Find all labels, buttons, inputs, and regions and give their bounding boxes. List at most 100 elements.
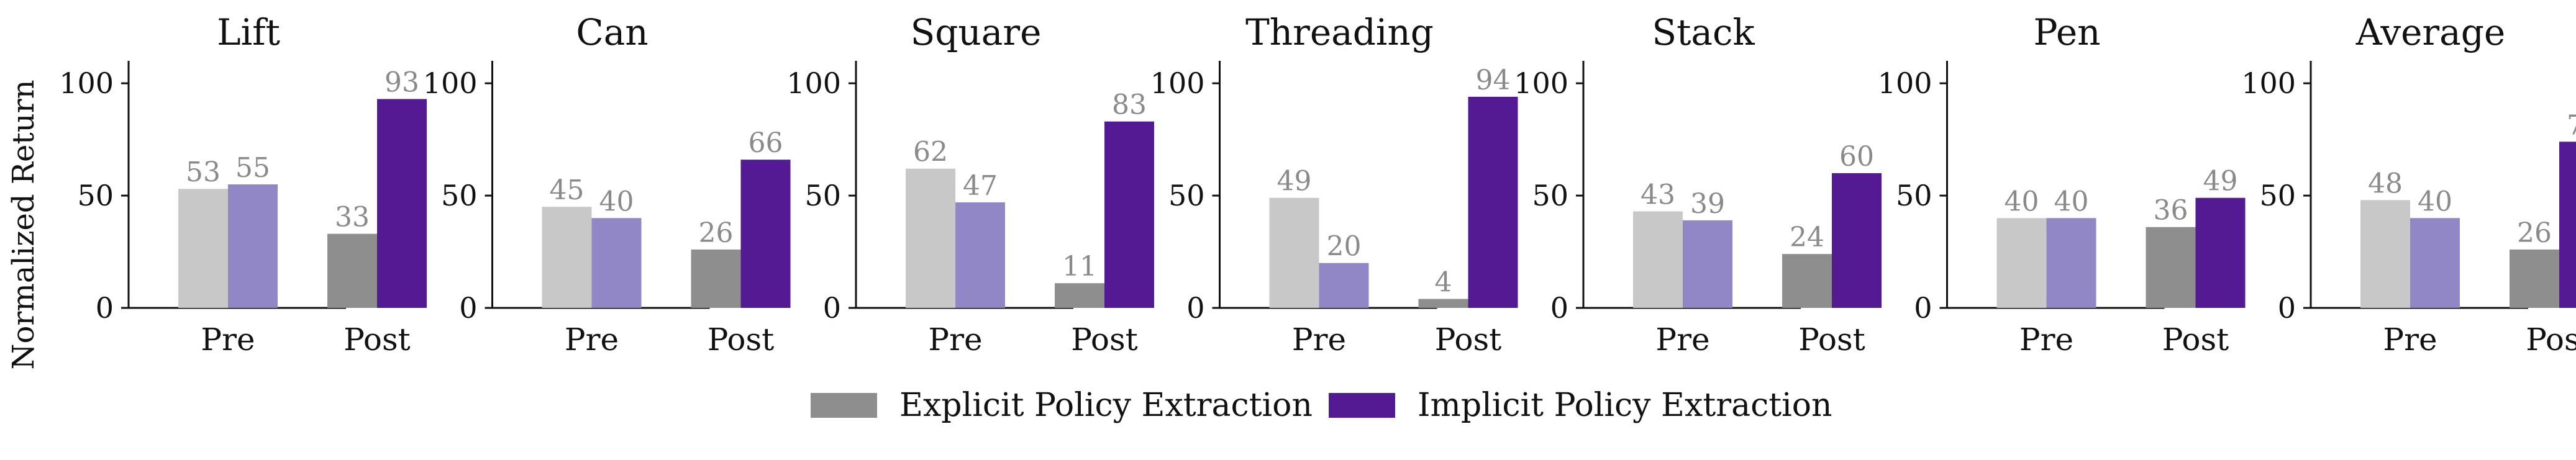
y-tick-label-threading-100: 100 bbox=[1150, 66, 1205, 100]
panel-title-pen: Pen bbox=[2033, 11, 2100, 53]
bar-lift-pre-explicit bbox=[178, 189, 228, 308]
bar-value-label-average-pre-implicit: 40 bbox=[2418, 186, 2452, 217]
x-category-label-can-post: Post bbox=[708, 322, 774, 358]
x-category-label-pen-post: Post bbox=[2162, 322, 2229, 358]
x-category-label-lift-pre: Pre bbox=[201, 322, 255, 358]
legend-label-explicit: Explicit Policy Extraction bbox=[899, 387, 1313, 424]
x-category-label-threading-post: Post bbox=[1435, 322, 1501, 358]
y-tick-label-threading-0: 0 bbox=[1186, 291, 1204, 325]
bar-value-label-square-post-implicit: 83 bbox=[1112, 89, 1147, 121]
panel-pen: Pen 0 50 100 40 40 Pre 36 49 Post bbox=[1878, 11, 2246, 358]
bar-value-label-average-post-explicit: 26 bbox=[2517, 217, 2552, 249]
bar-stack-pre-implicit bbox=[1683, 220, 1732, 308]
bar-lift-pre-implicit bbox=[228, 184, 278, 308]
y-tick-label-pen-50: 50 bbox=[1896, 179, 1932, 212]
panel-title-threading: Threading bbox=[1245, 11, 1434, 53]
y-tick-label-square-100: 100 bbox=[786, 66, 841, 100]
bar-average-post-implicit bbox=[2559, 142, 2576, 308]
y-tick-label-average-0: 0 bbox=[2278, 291, 2296, 325]
x-category-label-square-pre: Pre bbox=[928, 322, 982, 358]
y-axis-label: Normalized Return bbox=[6, 80, 41, 370]
x-category-label-average-pre: Pre bbox=[2383, 322, 2437, 358]
bar-value-label-lift-post-implicit: 93 bbox=[385, 67, 419, 99]
x-category-label-pen-pre: Pre bbox=[2019, 322, 2073, 358]
bar-value-label-threading-post-explicit: 4 bbox=[1435, 267, 1452, 299]
bar-pen-post-implicit bbox=[2195, 197, 2246, 308]
x-category-label-threading-pre: Pre bbox=[1292, 322, 1346, 358]
y-tick-label-can-50: 50 bbox=[441, 179, 478, 212]
bar-value-label-average-post-implicit: 74 bbox=[2567, 109, 2576, 141]
bar-lift-post-explicit bbox=[327, 233, 377, 308]
bar-lift-post-implicit bbox=[377, 99, 427, 308]
y-tick-label-square-0: 0 bbox=[823, 291, 841, 325]
bar-value-label-pen-post-implicit: 49 bbox=[2203, 166, 2238, 197]
bar-threading-pre-explicit bbox=[1269, 197, 1319, 308]
bar-average-post-explicit bbox=[2510, 249, 2559, 308]
bar-stack-post-implicit bbox=[1832, 173, 1882, 308]
bar-value-label-pen-pre-explicit: 40 bbox=[2005, 186, 2039, 217]
bar-pen-pre-explicit bbox=[1996, 218, 2047, 308]
bar-average-pre-implicit bbox=[2410, 218, 2460, 308]
bar-value-label-can-post-implicit: 66 bbox=[749, 127, 783, 159]
bar-value-label-can-pre-explicit: 45 bbox=[550, 174, 585, 206]
y-tick-label-stack-50: 50 bbox=[1532, 179, 1568, 212]
legend-swatch-explicit bbox=[811, 393, 877, 418]
x-category-label-lift-post: Post bbox=[344, 322, 410, 358]
legend: Explicit Policy Extraction Implicit Poli… bbox=[811, 387, 1832, 424]
legend-swatch-implicit bbox=[1329, 393, 1395, 418]
y-tick-label-can-100: 100 bbox=[423, 66, 478, 100]
bar-value-label-stack-post-explicit: 24 bbox=[1790, 222, 1824, 253]
bar-threading-post-implicit bbox=[1468, 96, 1518, 308]
x-category-label-square-post: Post bbox=[1071, 322, 1137, 358]
bar-square-post-implicit bbox=[1104, 121, 1154, 308]
y-tick-label-square-50: 50 bbox=[804, 179, 841, 212]
bar-pen-post-explicit bbox=[2146, 227, 2196, 308]
x-category-label-can-pre: Pre bbox=[565, 322, 619, 358]
y-tick-label-can-0: 0 bbox=[459, 291, 477, 325]
bar-value-label-can-pre-implicit: 40 bbox=[599, 186, 634, 217]
y-tick-label-pen-100: 100 bbox=[1878, 66, 1932, 100]
bar-value-label-stack-pre-implicit: 39 bbox=[1690, 188, 1725, 220]
y-tick-label-lift-100: 100 bbox=[59, 66, 114, 100]
bar-value-label-square-post-explicit: 11 bbox=[1062, 251, 1097, 282]
bar-value-label-pen-pre-implicit: 40 bbox=[2054, 186, 2089, 217]
bar-square-pre-explicit bbox=[906, 168, 955, 308]
bar-pen-pre-implicit bbox=[2046, 218, 2096, 308]
bar-stack-post-explicit bbox=[1782, 254, 1832, 308]
panel-title-average: Average bbox=[2355, 11, 2505, 53]
y-tick-label-lift-50: 50 bbox=[77, 179, 114, 212]
panel-lift: Lift 0 50 100 53 55 Pre 33 93 Post bbox=[59, 11, 427, 358]
x-category-label-stack-pre: Pre bbox=[1655, 322, 1709, 358]
bar-square-post-explicit bbox=[1055, 283, 1104, 308]
legend-label-implicit: Implicit Policy Extraction bbox=[1418, 387, 1832, 424]
bar-value-label-stack-post-implicit: 60 bbox=[1839, 141, 1874, 173]
bar-average-pre-explicit bbox=[2360, 200, 2410, 308]
panel-can: Can 0 50 100 45 40 Pre 26 66 Post bbox=[423, 11, 791, 358]
panel-title-can: Can bbox=[576, 11, 648, 53]
bar-value-label-stack-pre-explicit: 43 bbox=[1641, 179, 1675, 210]
bar-threading-pre-implicit bbox=[1319, 263, 1369, 308]
bar-value-label-average-pre-explicit: 48 bbox=[2368, 168, 2403, 199]
bar-value-label-square-pre-explicit: 62 bbox=[913, 137, 948, 168]
panel-stack: Stack 0 50 100 43 39 Pre 24 60 Post bbox=[1514, 11, 1882, 358]
bar-value-label-can-post-explicit: 26 bbox=[699, 217, 734, 249]
y-tick-label-lift-0: 0 bbox=[96, 291, 114, 325]
bar-square-pre-implicit bbox=[955, 202, 1005, 308]
bar-value-label-lift-pre-explicit: 53 bbox=[186, 156, 221, 188]
y-tick-label-average-50: 50 bbox=[2259, 179, 2296, 212]
bar-value-label-threading-post-implicit: 94 bbox=[1476, 65, 1511, 96]
panel-threading: Threading 0 50 100 49 20 Pre 4 94 Post bbox=[1150, 11, 1518, 358]
bar-value-label-square-pre-implicit: 47 bbox=[963, 170, 998, 202]
bar-can-post-explicit bbox=[691, 249, 741, 308]
bar-value-label-threading-pre-explicit: 49 bbox=[1277, 166, 1312, 197]
bar-stack-pre-explicit bbox=[1633, 211, 1683, 308]
bar-value-label-pen-post-explicit: 36 bbox=[2154, 195, 2188, 227]
y-tick-label-threading-50: 50 bbox=[1168, 179, 1205, 212]
y-tick-label-stack-100: 100 bbox=[1514, 66, 1568, 100]
panel-title-square: Square bbox=[911, 11, 1042, 53]
bar-threading-post-explicit bbox=[1418, 299, 1468, 308]
bar-can-post-implicit bbox=[740, 160, 791, 308]
